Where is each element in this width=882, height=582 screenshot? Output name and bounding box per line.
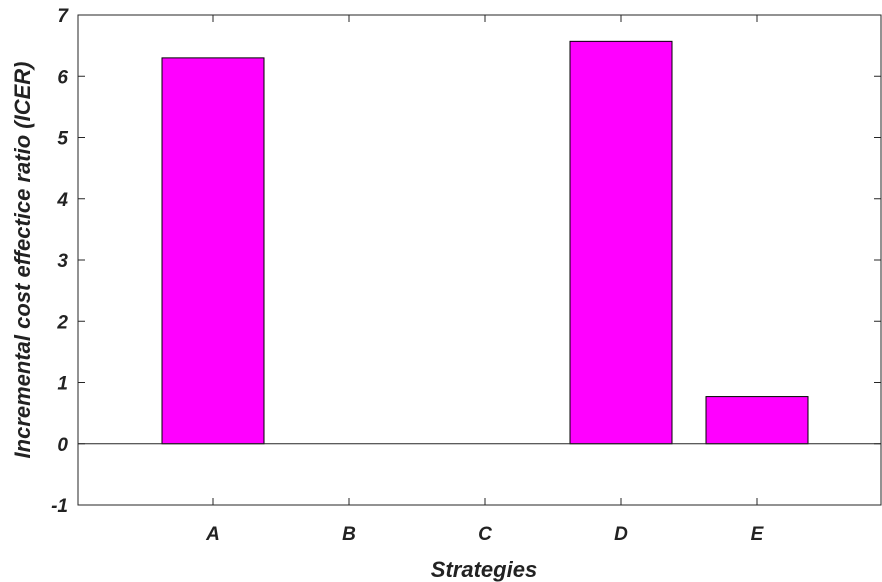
y-tick-label: 5	[57, 129, 68, 150]
y-tick-label: -1	[51, 496, 68, 517]
x-tick-label: A	[205, 524, 220, 545]
y-tick-label: 1	[57, 374, 68, 395]
x-axis-label: Strategies	[431, 557, 537, 582]
x-axis-ticks: A B C D E	[205, 15, 765, 545]
x-tick-label: E	[751, 524, 765, 545]
x-tick-label: D	[614, 524, 628, 545]
y-tick-label: 4	[56, 190, 68, 211]
bars-group	[161, 40, 809, 445]
bar-d	[569, 40, 673, 445]
bar-a	[161, 57, 265, 445]
x-tick-label: B	[342, 524, 356, 545]
bar-e	[705, 396, 809, 445]
y-tick-label: 7	[57, 6, 69, 27]
y-tick-label: 2	[56, 312, 68, 333]
y-axis-ticks: -1 0 1 2 3 4 5 6 7	[51, 6, 881, 517]
y-tick-label: 0	[57, 435, 68, 456]
y-axis-label: Incremental cost effectice ratio (ICER)	[10, 62, 35, 459]
x-tick-label: C	[478, 524, 492, 545]
y-tick-label: 6	[57, 67, 68, 88]
y-tick-label: 3	[57, 251, 68, 272]
